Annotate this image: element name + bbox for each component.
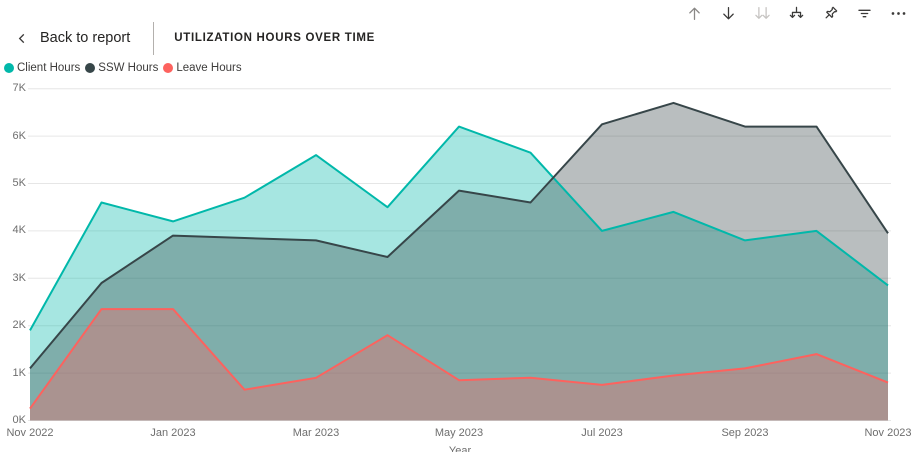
legend-dot (4, 63, 14, 73)
legend-dot (85, 63, 96, 73)
legend-item-ssw-hours[interactable]: SSW Hours (85, 62, 158, 74)
more-options-icon (891, 11, 905, 15)
y-tick-label: 6K (12, 129, 26, 142)
more-options-button[interactable] (887, 2, 909, 24)
filter-button[interactable] (853, 2, 875, 24)
drill-up-button[interactable] (683, 2, 705, 24)
legend-label: SSW Hours (98, 62, 159, 74)
drill-down-icon (722, 6, 734, 19)
pin-visual-icon (825, 6, 837, 18)
chart-legend: Client Hours SSW Hours Leave Hours (4, 62, 247, 74)
y-tick-label: 7K (12, 82, 26, 95)
expand-all-button[interactable] (785, 2, 807, 24)
x-tick-label: Nov 2023 (864, 427, 912, 439)
chevron-left-icon (18, 33, 25, 43)
x-tick-label: Jan 2023 (150, 427, 196, 439)
filter-icon (857, 9, 871, 17)
legend-dot (163, 63, 174, 73)
expand-all-icon (789, 6, 803, 18)
back-to-report-button[interactable]: Back to report (16, 30, 130, 46)
page-title: UTILIZATION HOURS OVER TIME (174, 32, 376, 44)
line-leave-hours[interactable] (29, 308, 889, 410)
area-leave-hours[interactable] (30, 309, 888, 421)
y-tick-label: 5K (12, 177, 26, 189)
pin-visual-button[interactable] (819, 2, 841, 24)
go-to-next-level-icon (754, 6, 770, 19)
line-client-hours[interactable] (29, 125, 889, 331)
y-tick-label: 0K (12, 414, 26, 426)
y-tick-label: 3K (12, 271, 26, 284)
back-to-report-label: Back to report (40, 30, 131, 46)
x-tick-label: Sep 2023 (721, 427, 769, 439)
legend-label: Leave Hours (176, 62, 242, 74)
x-tick-label: Nov 2022 (6, 427, 54, 439)
legend-item-client-hours[interactable]: Client Hours (4, 62, 80, 74)
area-client-hours[interactable] (30, 126, 888, 421)
go-to-next-level-button[interactable] (751, 2, 773, 24)
legend-label: Client Hours (17, 62, 81, 74)
drill-down-button[interactable] (717, 2, 739, 24)
x-tick-label: May 2023 (434, 427, 484, 439)
y-tick-label: 4K (12, 224, 26, 237)
x-axis-title: Year (448, 445, 472, 452)
y-tick-label: 2K (12, 319, 26, 332)
y-tick-label: 1K (12, 366, 26, 379)
legend-item-leave-hours[interactable]: Leave Hours (163, 62, 242, 74)
visual-toolbar (683, 2, 909, 24)
x-tick-label: Mar 2023 (292, 427, 340, 439)
x-tick-label: Jul 2023 (581, 427, 623, 439)
gridlines (28, 88, 891, 421)
header-divider (153, 21, 155, 55)
drill-up-icon (688, 7, 700, 20)
area-ssw-hours[interactable] (30, 102, 888, 421)
header: Back to report UTILIZATION HOURS OVER TI… (0, 20, 375, 56)
line-ssw-hours[interactable] (29, 101, 889, 370)
